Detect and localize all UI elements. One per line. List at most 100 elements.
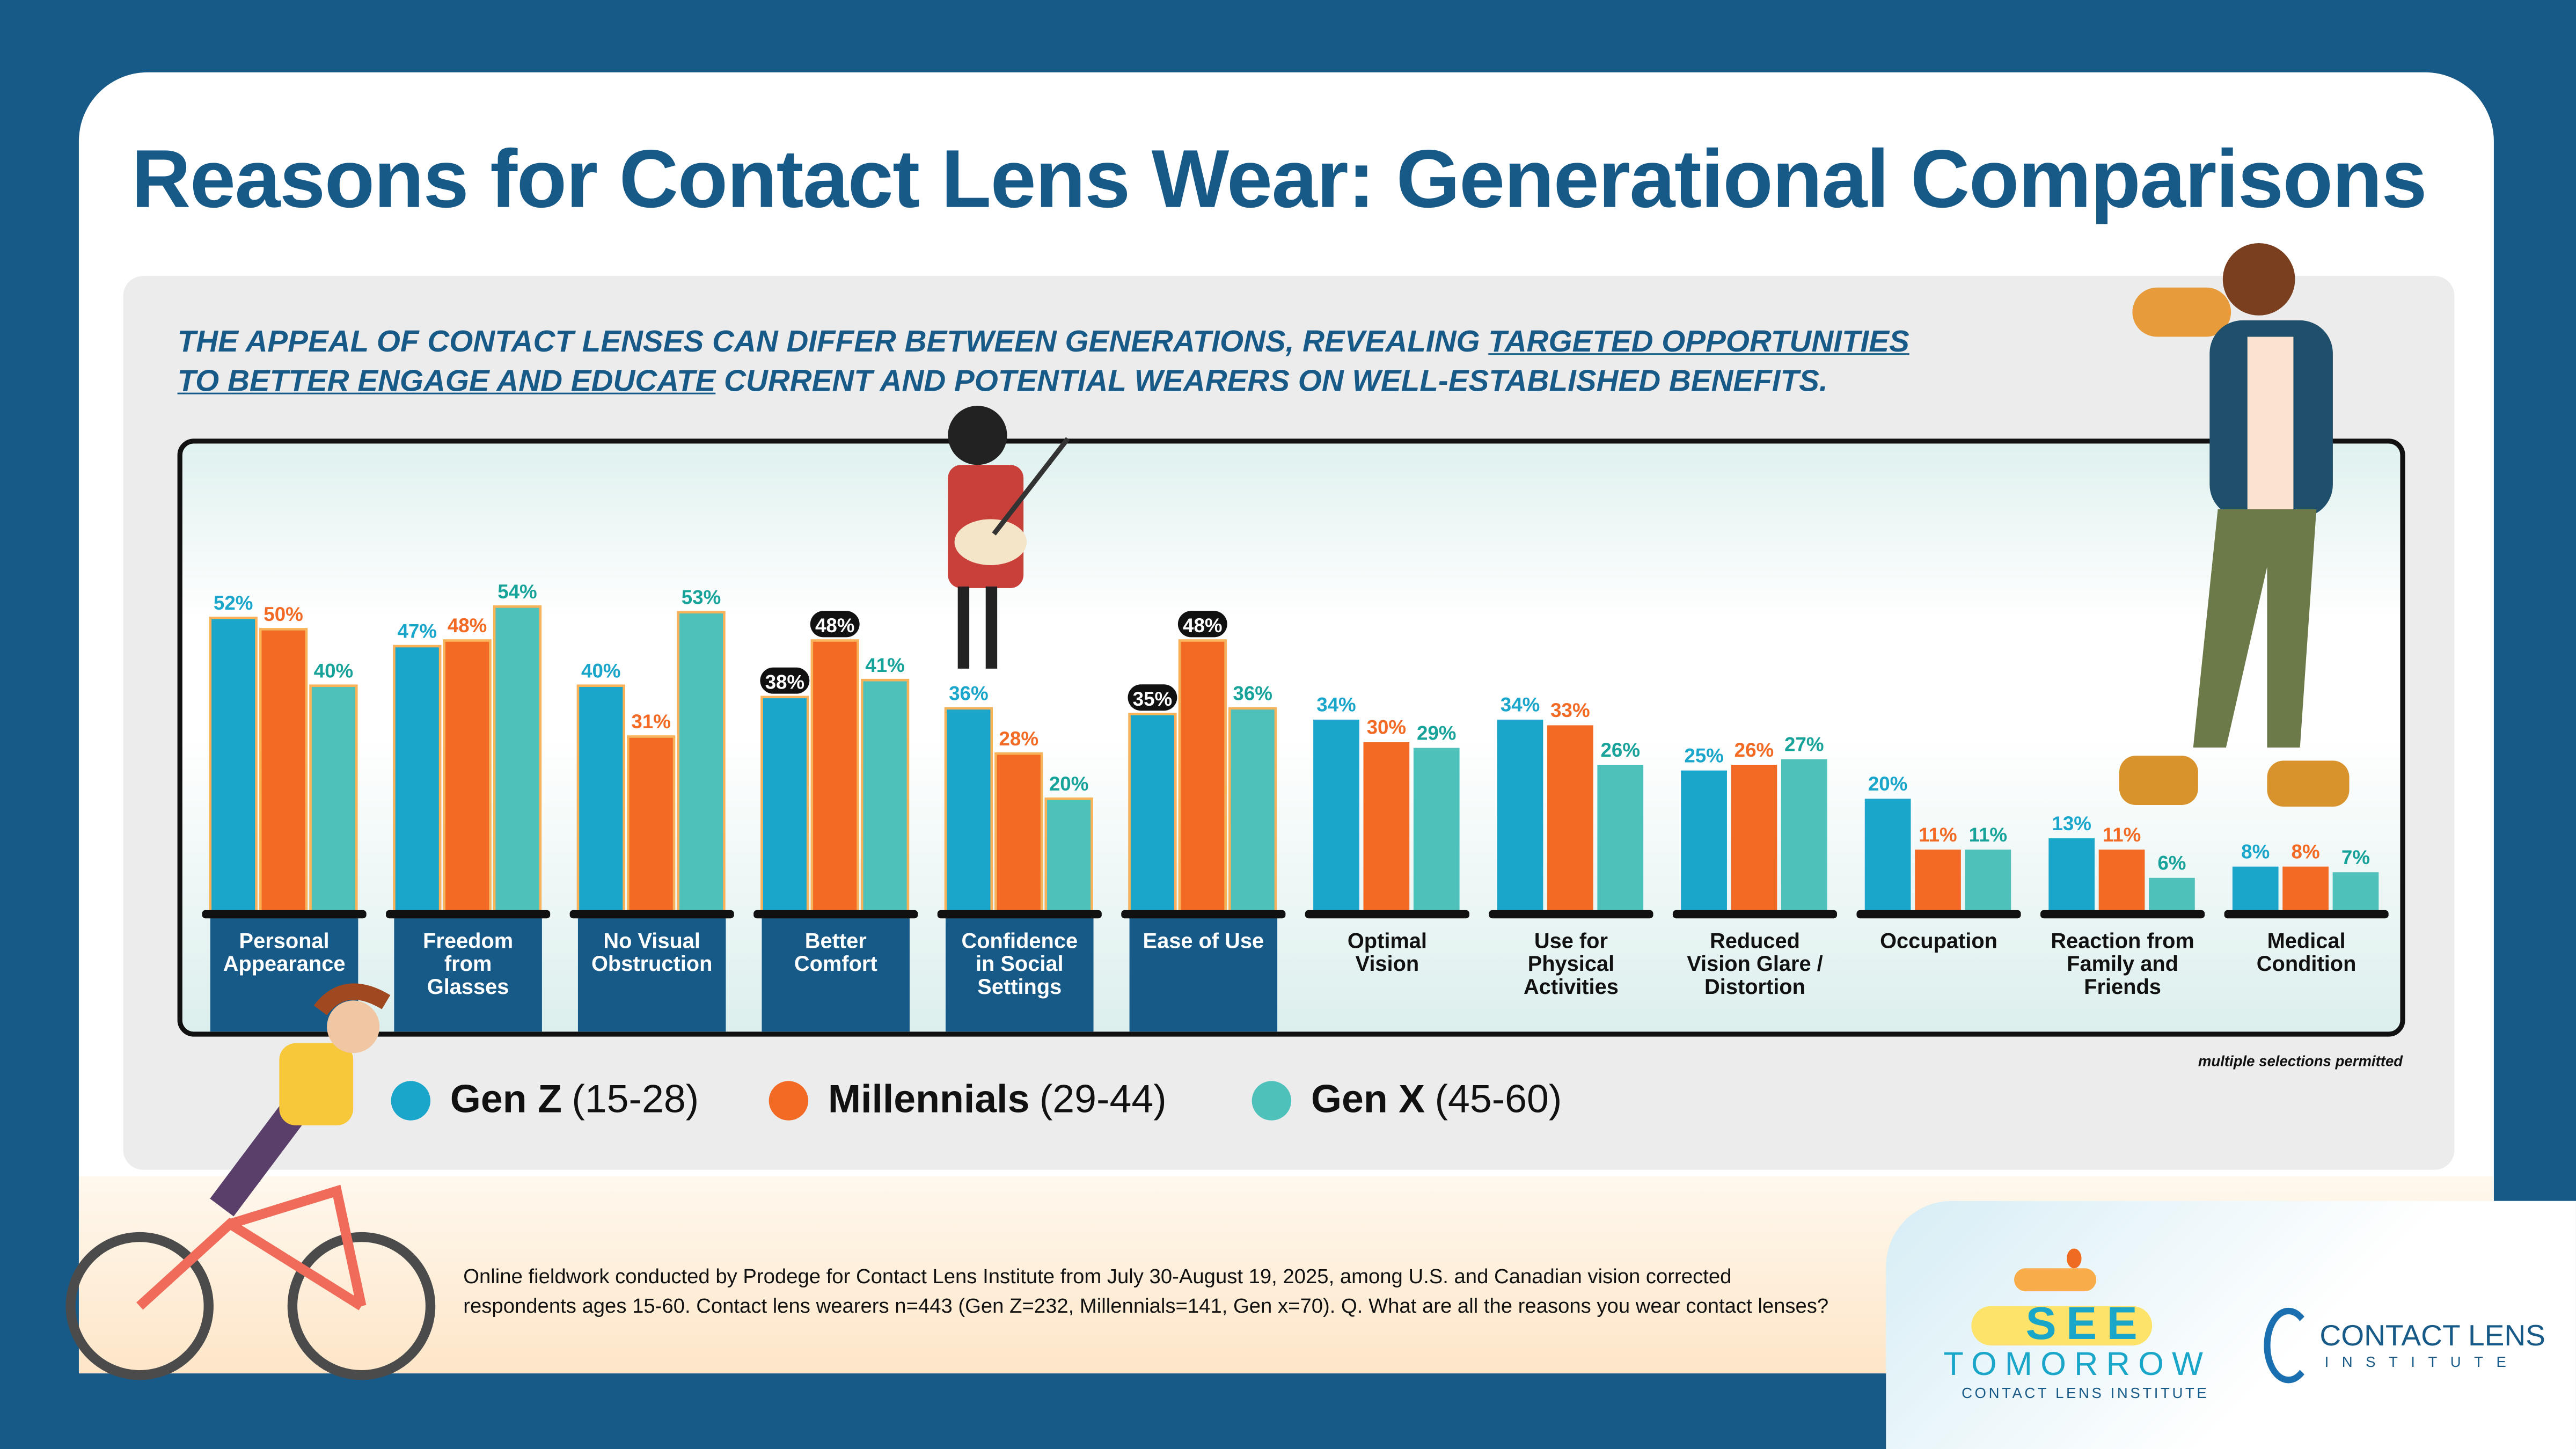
bar: [2232, 866, 2279, 912]
category-label: Medical: [2267, 929, 2346, 953]
bar: [2149, 877, 2195, 912]
value-label: 11%: [1919, 824, 1957, 846]
subtitle-text: CURRENT AND POTENTIAL WEARERS ON WELL-ES…: [715, 363, 1828, 398]
bar: [1731, 765, 1777, 912]
value-label-pill: [810, 611, 860, 638]
footnote-multiple-selections: multiple selections permitted: [2198, 1053, 2403, 1070]
legend-label: Millennials: [828, 1078, 1030, 1122]
category-baseline: [1489, 910, 1653, 919]
bar: [1178, 639, 1227, 913]
value-label: 6%: [2157, 852, 2186, 874]
legend-label: Gen Z: [450, 1078, 562, 1122]
bar: [810, 639, 859, 913]
bar: [2332, 872, 2379, 912]
category-label: Use for: [1534, 929, 1608, 953]
value-label: 53%: [682, 587, 721, 609]
value-label: 52%: [214, 592, 253, 614]
bar: [2098, 850, 2145, 912]
category-label: Confidence: [961, 929, 1078, 953]
category-label: Better: [805, 929, 867, 953]
contact-lens-institute-logo-sub: INSTITUTE: [2324, 1353, 2520, 1371]
value-label: 7%: [2341, 846, 2370, 868]
contact-lens-institute-logo: CONTACT LENS: [2319, 1319, 2545, 1352]
legend-gen-x: Gen X (45-60): [1252, 1078, 1562, 1124]
bar: [393, 645, 442, 913]
bar: [1044, 797, 1093, 913]
bar: [259, 628, 308, 913]
value-label: 54%: [497, 581, 537, 603]
value-label: 41%: [865, 654, 904, 676]
category-label-box: [577, 915, 726, 1032]
value-label: 13%: [2052, 813, 2091, 835]
legend-age: (15-28): [572, 1078, 699, 1122]
source-note: Online fieldwork conducted by Prodege fo…: [463, 1265, 1829, 1318]
value-label: 36%: [949, 683, 989, 705]
category-baseline: [2040, 910, 2205, 919]
bar: [1497, 719, 1543, 912]
category-label: Family and: [2067, 952, 2178, 976]
subtitle-line-1: THE APPEAL OF CONTACT LENSES CAN DIFFER …: [178, 324, 1909, 360]
category-label: Friends: [2084, 975, 2161, 999]
category-label: Occupation: [1880, 929, 1997, 953]
category-baseline: [1856, 910, 2021, 919]
category-label: Vision Glare /: [1687, 952, 1823, 976]
category-label: Reaction from: [2051, 929, 2194, 953]
value-label: 20%: [1868, 773, 1907, 795]
category-label: Ease of Use: [1143, 929, 1264, 953]
bar: [443, 639, 492, 913]
value-label: 38%: [765, 671, 805, 693]
category-baseline: [386, 910, 551, 919]
value-label: 26%: [1601, 739, 1641, 761]
category-label: Physical: [1528, 952, 1614, 976]
category-label-box: [946, 915, 1094, 1032]
category-baseline: [202, 910, 367, 919]
value-label: 28%: [999, 728, 1038, 750]
category-baseline: [937, 910, 1102, 919]
subtitle-emphasis: TO BETTER ENGAGE AND EDUCATE: [177, 363, 716, 398]
bar: [2282, 866, 2329, 912]
bar: [2048, 838, 2095, 912]
value-label: 33%: [1550, 699, 1590, 721]
category-label: Settings: [977, 975, 1062, 999]
bar: [1547, 725, 1593, 912]
legend-label: Gen X: [1311, 1078, 1425, 1122]
value-label: 30%: [1367, 716, 1407, 738]
see-tomorrow-logo-text: TOMORROW: [1943, 1347, 2212, 1384]
value-label-pill: [1128, 684, 1177, 711]
category-baseline: [753, 910, 918, 919]
legend-swatch: [769, 1081, 809, 1121]
value-label: 25%: [1684, 744, 1724, 766]
category-label: Distortion: [1704, 975, 1805, 999]
category-baseline: [2224, 910, 2389, 919]
bar: [627, 735, 676, 913]
bar: [860, 678, 910, 913]
value-label: 8%: [2241, 840, 2270, 862]
bar: [1965, 850, 2011, 912]
category-label: Obstruction: [591, 952, 712, 976]
value-label: 34%: [1501, 694, 1540, 716]
bar: [309, 684, 358, 913]
category-baseline: [1672, 910, 1838, 919]
category-label: Reduced: [1710, 929, 1800, 953]
legend-gen-z: Gen Z (15-28): [391, 1078, 699, 1124]
value-label: 27%: [1784, 733, 1824, 755]
category-label: No Visual: [603, 929, 700, 953]
legend-millennials: Millennials (29-44): [769, 1078, 1167, 1124]
bar: [1313, 719, 1359, 912]
bar: [1228, 707, 1277, 913]
category-label: Glasses: [427, 975, 509, 999]
see-tomorrow-logo-wave: [2014, 1268, 2097, 1292]
see-tomorrow-logo-sub: CONTACT LENS INSTITUTE: [1962, 1385, 2209, 1402]
bar: [1363, 742, 1410, 912]
bar: [1681, 770, 1727, 912]
category-label-box: [1129, 915, 1278, 1032]
bar: [1864, 799, 1911, 912]
subtitle-emphasis: TARGETED OPPORTUNITIES: [1488, 324, 1909, 358]
value-label: 48%: [815, 614, 855, 636]
category-baseline: [569, 910, 734, 919]
contact-lens-institute-logo-icon: [2264, 1307, 2314, 1384]
value-label: 20%: [1049, 773, 1089, 795]
category-label: Personal: [239, 929, 330, 953]
